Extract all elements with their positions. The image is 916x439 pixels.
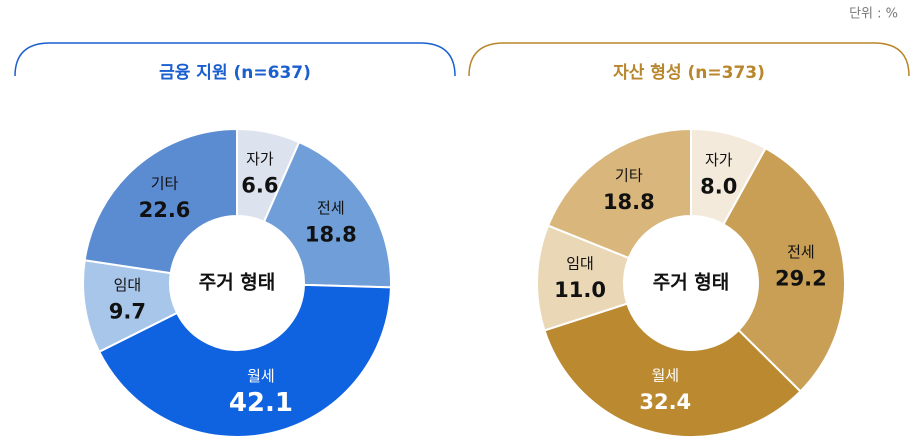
- segment-category: 월세: [651, 366, 679, 384]
- segment-category: 자가: [705, 151, 733, 169]
- segment-category: 월세: [247, 367, 275, 385]
- segment-value: 22.6: [139, 198, 191, 222]
- segment-category: 임대: [114, 276, 142, 294]
- segment-value: 42.1: [229, 388, 293, 418]
- donut-segment: [83, 127, 238, 275]
- donut-hole: [171, 217, 303, 349]
- segment-category: 임대: [566, 255, 594, 273]
- donut-segment: [262, 140, 392, 289]
- segment-value: 9.7: [109, 299, 146, 323]
- donut-hole: [625, 217, 757, 349]
- segment-value: 6.6: [241, 173, 278, 197]
- segment-category: 전세: [787, 243, 815, 261]
- segment-category: 자가: [246, 150, 274, 168]
- segment-value: 11.0: [554, 278, 606, 302]
- center-label: 주거 형태: [199, 272, 276, 294]
- segment-category: 기타: [151, 174, 179, 192]
- donut-segment: [543, 302, 802, 438]
- segment-value: 32.4: [639, 390, 691, 414]
- donut-segment: [546, 127, 692, 260]
- chart-title: 금융 지원 (n=637): [159, 63, 311, 83]
- header-bracket: [468, 42, 910, 77]
- segment-value: 18.8: [305, 223, 357, 247]
- donut-segment: [97, 283, 392, 438]
- chart-title: 자산 형성 (n=373): [613, 62, 765, 83]
- unit-label: 단위 : %: [849, 7, 898, 22]
- segment-value: 18.8: [603, 190, 655, 214]
- segment-value: 8.0: [700, 175, 737, 199]
- donut-segment: [722, 146, 846, 393]
- segment-category: 기타: [615, 167, 643, 185]
- segment-category: 전세: [317, 199, 345, 217]
- header-bracket: [14, 42, 456, 77]
- center-label: 주거 형태: [653, 272, 730, 294]
- segment-value: 29.2: [775, 266, 827, 290]
